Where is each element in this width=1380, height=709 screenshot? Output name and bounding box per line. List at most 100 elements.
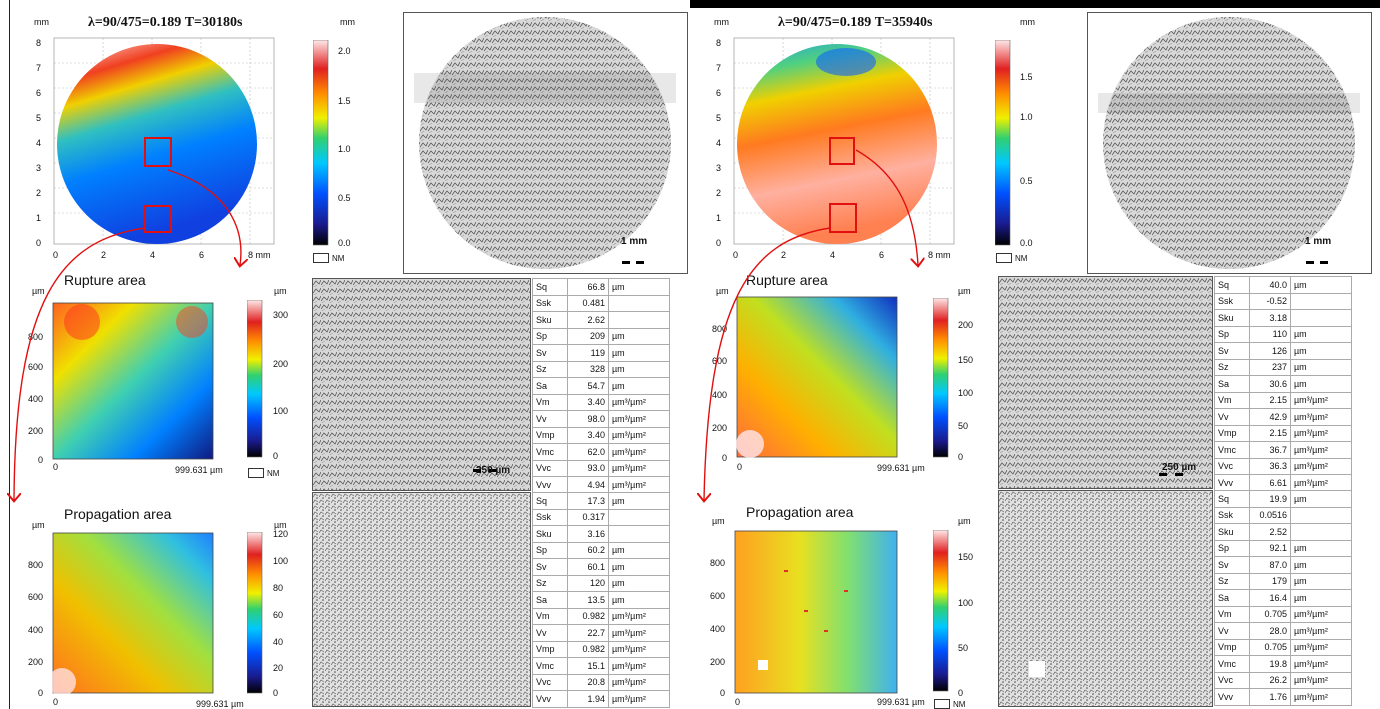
left-rupture-cell-value: 54.7 [567,377,609,395]
right-propagation-cell-value: 0.705 [1249,638,1291,656]
left-rupture-cbar-tick: 100 [273,406,289,416]
right-rupture-cell-value: 2.15 [1249,424,1291,442]
right-propagation-cell-unit: µm [1290,539,1352,557]
left-rupture-cell-value: 93.0 [567,459,609,477]
right-rupture-cell-value: 30.6 [1249,375,1291,393]
right-propagation-cell-value: 87.0 [1249,556,1291,574]
right-propagation-row: Vmp 0.705 µm³/µm² [1214,638,1352,656]
left-propagation-cell-value: 1.94 [567,690,609,708]
left-rupture-nm-legend: NM [248,468,279,478]
left-xtick: 8 mm [248,250,271,260]
right-propagation-cbar-tick: 50 [958,643,969,653]
right-rupture-cell-unit [1290,292,1352,310]
right-propagation-colorbar [933,530,949,692]
right-map-unit: mm [714,17,729,27]
left-ytick: 1 [36,213,42,223]
left-rupture-cell-unit: µm [608,344,670,362]
left-propagation-cell-name: Vmp [532,640,568,658]
left-rupture-cell-value: 62.0 [567,443,609,461]
left-arrows [0,169,690,709]
right-propagation-cell-unit: µm³/µm² [1290,671,1352,689]
left-rupture-cell-name: Vvv [532,476,568,494]
left-propagation-cell-unit: µm [608,541,670,559]
left-propagation-cell-unit: µm³/µm² [608,607,670,625]
left-rupture-cell-value: 4.94 [567,476,609,494]
left-ytick: 6 [36,88,42,98]
left-rupture-row: Sz 328 µm [532,360,670,378]
left-propagation-marker [144,205,172,233]
right-rupture-texture [998,276,1213,489]
right-rupture-xstart: 0 [737,462,743,472]
left-rupture-title: Rupture area [64,272,146,288]
left-propagation-cell-value: 3.16 [567,525,609,543]
right-propagation-cell-unit: µm [1290,490,1352,508]
right-propagation-cell-name: Vvv [1214,688,1250,706]
right-rupture-cell-value: 42.9 [1249,408,1291,426]
right-cbar-tick: 0.5 [1020,176,1033,186]
right-rupture-cbar-tick: 0 [958,452,964,462]
right-rupture-cell-value: 40.0 [1249,276,1291,294]
right-rupture-row: Ssk -0.52 [1214,292,1352,310]
left-rupture-cell-name: Sku [532,311,568,329]
left-rupture-row: Sku 2.62 [532,311,670,329]
left-propagation-unit: µm [32,520,45,530]
right-rupture-cell-unit: µm [1290,342,1352,360]
left-propagation-row: Vmp 0.982 µm³/µm² [532,640,670,658]
right-rupture-row: Sq 40.0 µm [1214,276,1352,294]
right-propagation-cbar-tick: 150 [958,552,974,562]
left-propagation-row: Vm 0.982 µm³/µm² [532,607,670,625]
right-propagation-ytick: 600 [710,591,726,601]
left-rupture-cell-unit: µm³/µm² [608,410,670,428]
left-propagation-cell-value: 22.7 [567,624,609,642]
left-propagation-row: Ssk 0.317 [532,508,670,526]
right-nm-legend: NM [996,253,1027,263]
left-propagation-cell-unit [608,508,670,526]
right-rupture-cell-unit: µm [1290,358,1352,376]
right-propagation-map [734,530,898,694]
left-rupture-ytick: 800 [28,332,44,342]
left-rupture-row: Sa 54.7 µm [532,377,670,395]
right-propagation-cell-unit: µm³/µm² [1290,688,1352,706]
left-propagation-title: Propagation area [64,506,172,522]
left-propagation-cell-value: 0.982 [567,607,609,625]
left-rupture-ytick: 600 [28,362,44,372]
right-propagation-ytick: 400 [710,624,726,634]
right-cbar-tick: 0.0 [1020,238,1033,248]
right-rupture-cell-unit: µm [1290,276,1352,294]
right-rupture-map [736,296,898,458]
right-rupture-cell-name: Sz [1214,358,1250,376]
right-rupture-unit: µm [716,286,729,296]
left-rupture-cell-unit [608,311,670,329]
left-propagation-cell-name: Sq [532,492,568,510]
left-rupture-cell-name: Sp [532,327,568,345]
right-propagation-cell-value: 16.4 [1249,589,1291,607]
right-propagation-cell-value: 28.0 [1249,622,1291,640]
right-rupture-cell-name: Sq [1214,276,1250,294]
left-rupture-ytick: 400 [28,394,44,404]
left-rupture-row: Vmc 62.0 µm³/µm² [532,443,670,461]
left-propagation-ytick: 400 [28,625,44,635]
left-rupture-cell-unit: µm [608,327,670,345]
left-propagation-xend: 999.631 µm [196,699,244,709]
left-rupture-cell-name: Vm [532,393,568,411]
left-nm-legend: NM [313,253,344,263]
right-rupture-row: Sku 3.18 [1214,309,1352,327]
right-rupture-xend: 999.631 µm [877,463,925,473]
left-propagation-cell-unit: µm³/µm² [608,640,670,658]
left-ytick: 5 [36,113,42,123]
left-propagation-cell-unit [608,525,670,543]
right-rupture-cell-value: 36.7 [1249,441,1291,459]
right-xtick: 2 [781,250,787,260]
right-rupture-cbar-tick: 150 [958,355,974,365]
right-propagation-row: Sq 19.9 µm [1214,490,1352,508]
left-propagation-cell-unit: µm³/µm² [608,673,670,691]
right-propagation-cell-unit: µm³/µm² [1290,655,1352,673]
right-rupture-cell-value: 237 [1249,358,1291,376]
left-rupture-cell-name: Vmc [532,443,568,461]
left-propagation-cbar-tick: 0 [273,688,279,698]
right-propagation-row: Sv 87.0 µm [1214,556,1352,574]
left-rupture-row: Ssk 0.481 [532,294,670,312]
right-rupture-cell-name: Vmc [1214,441,1250,459]
right-rupture-ytick: 0 [722,453,728,463]
right-rupture-cell-value: 126 [1249,342,1291,360]
